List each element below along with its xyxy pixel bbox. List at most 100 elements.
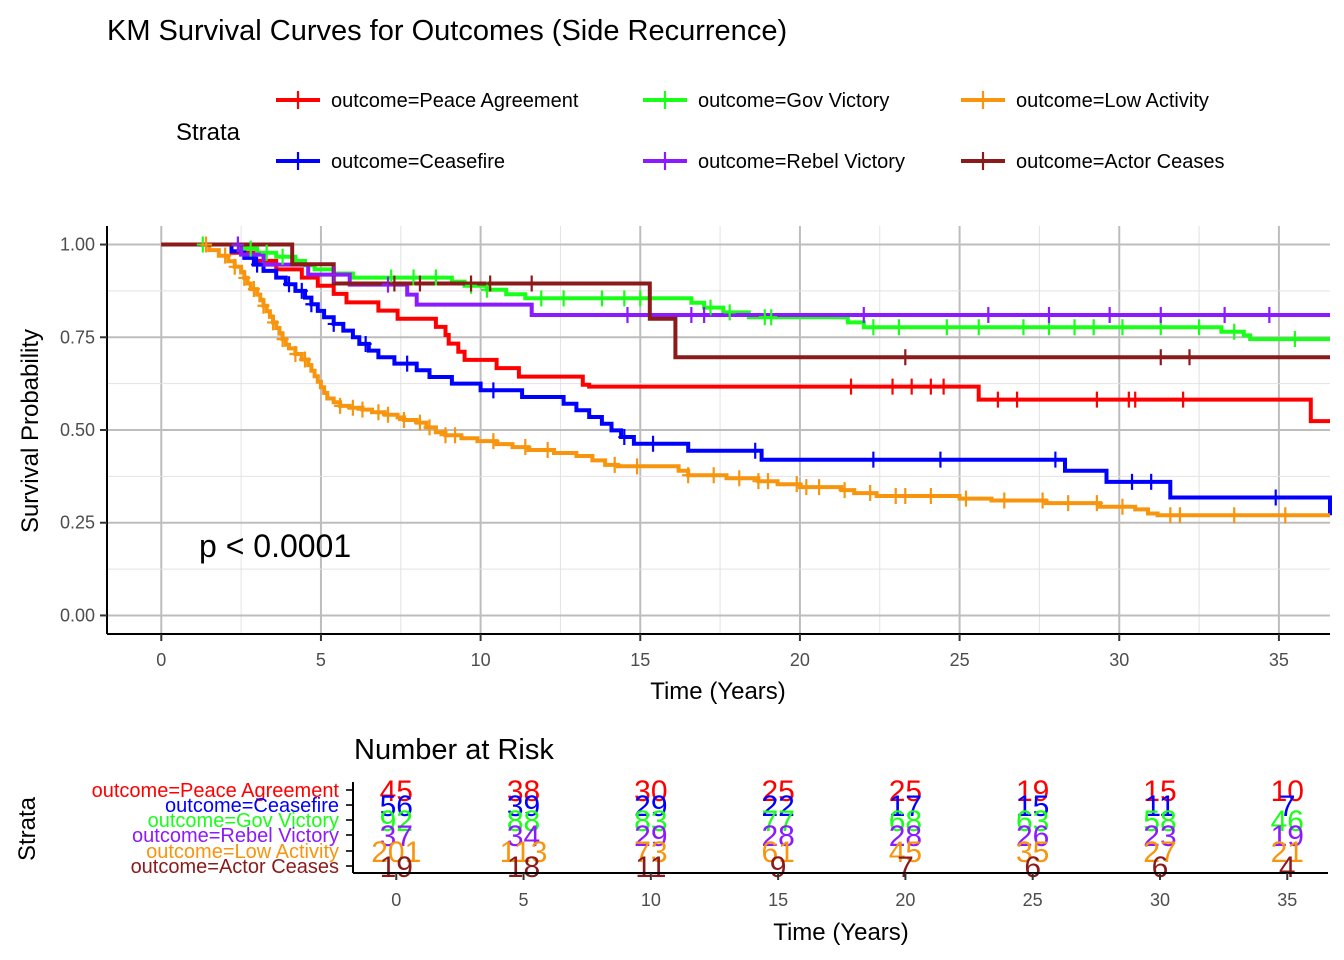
- censor-mark-low-activity: [238, 269, 251, 286]
- legend-title: Strata: [176, 119, 241, 146]
- km-x-tick-label: 30: [1109, 650, 1129, 670]
- censor-mark-gov-victory: [1228, 323, 1241, 340]
- censor-mark-low-activity: [346, 399, 359, 416]
- risk-x-tick-label: 15: [768, 890, 788, 910]
- censor-mark-peace-agreement: [845, 378, 858, 395]
- censor-mark-ceasefire: [1126, 473, 1139, 490]
- risk-cell-peace-agreement: 19: [1016, 775, 1049, 808]
- km-censor-marks: [196, 236, 1301, 524]
- km-x-tick-label: 10: [471, 650, 491, 670]
- risk-cell-actor-ceases: 4: [1279, 851, 1296, 884]
- censor-mark-gov-victory: [1288, 331, 1301, 348]
- km-y-tick-label: 0.00: [60, 605, 95, 625]
- risk-cell-rebel-victory: 29: [634, 820, 667, 853]
- censor-mark-gov-victory: [867, 319, 880, 336]
- censor-mark-gov-victory: [940, 319, 953, 336]
- risk-cell-ceasefire: 17: [889, 790, 922, 823]
- censor-mark-gov-victory: [1193, 319, 1206, 336]
- risk-cell-ceasefire: 7: [1279, 790, 1296, 823]
- risk-row-label-actor-ceases: outcome=Actor Ceases: [131, 856, 339, 878]
- risk-cell-gov-victory: 77: [761, 805, 794, 838]
- legend-items: outcome=Peace Agreement outcome=Gov Victo…: [276, 90, 1224, 173]
- risk-cell-actor-ceases: 6: [1024, 851, 1041, 884]
- risk-cell-rebel-victory: 28: [761, 820, 794, 853]
- risk-cell-low-activity: 113: [500, 836, 548, 869]
- censor-mark-actor-ceases: [465, 275, 478, 292]
- censor-mark-ceasefire: [359, 335, 372, 352]
- censor-mark-low-activity: [959, 490, 972, 507]
- risk-row-label-rebel-victory: outcome=Rebel Victory: [132, 825, 339, 847]
- km-y-axis-label: Survival Probability: [17, 329, 44, 533]
- km-x-tick-label: 20: [790, 650, 810, 670]
- risk-cell-actor-ceases: 7: [897, 851, 914, 884]
- legend-label-ceasefire: outcome=Ceasefire: [331, 151, 505, 173]
- censor-mark-low-activity: [519, 439, 532, 456]
- risk-cell-rebel-victory: 26: [1016, 820, 1049, 853]
- risk-x-axis-label: Time (Years): [773, 919, 909, 946]
- risk-cell-peace-agreement: 25: [761, 775, 794, 808]
- censor-mark-low-activity: [199, 236, 212, 253]
- censor-mark-low-activity: [289, 345, 302, 362]
- censor-mark-low-activity: [449, 427, 462, 444]
- censor-mark-low-activity: [298, 351, 311, 368]
- km-x-tick-label: 5: [316, 650, 326, 670]
- censor-mark-low-activity: [800, 479, 813, 496]
- risk-x-tick-label: 0: [391, 890, 401, 910]
- km-x-tick-label: 25: [950, 650, 970, 670]
- legend-label-low-activity: outcome=Low Activity: [1016, 90, 1209, 112]
- censor-mark-rebel-victory: [698, 307, 711, 324]
- risk-cell-peace-agreement: 45: [380, 775, 413, 808]
- censor-mark-low-activity: [733, 470, 746, 487]
- censor-mark-gov-victory: [244, 240, 257, 257]
- risk-cell-low-activity: 45: [889, 836, 922, 869]
- km-x-tick-label: 35: [1269, 650, 1289, 670]
- censor-mark-low-activity: [257, 297, 270, 314]
- legend-label-rebel-victory: outcome=Rebel Victory: [698, 151, 905, 173]
- p-value-annotation: p < 0.0001: [199, 528, 351, 564]
- censor-mark-gov-victory: [407, 269, 420, 286]
- km-y-tick-label: 0.75: [60, 327, 95, 347]
- censor-mark-gov-victory: [1068, 319, 1081, 336]
- risk-cell-rebel-victory: 23: [1143, 820, 1176, 853]
- censor-mark-low-activity: [423, 419, 436, 436]
- censor-mark-low-activity: [838, 482, 851, 499]
- censor-mark-actor-ceases: [413, 275, 426, 292]
- censor-mark-low-activity: [356, 401, 369, 418]
- km-y-tick-label: 1.00: [60, 235, 95, 255]
- km-y-ticks: 0.00 0.25 0.50 0.75 1.00: [60, 235, 107, 625]
- censor-mark-gov-victory: [704, 299, 717, 316]
- risk-cell-peace-agreement: 10: [1271, 775, 1304, 808]
- risk-x-tick-label: 10: [641, 890, 661, 910]
- risk-cell-low-activity: 27: [1143, 836, 1176, 869]
- risk-table-title: Number at Risk: [354, 734, 554, 766]
- censor-mark-actor-ceases: [899, 349, 912, 366]
- risk-row-label-ceasefire: outcome=Ceasefire: [165, 795, 339, 817]
- legend-label-peace-agreement: outcome=Peace Agreement: [331, 90, 579, 112]
- legend-label-gov-victory: outcome=Gov Victory: [698, 90, 889, 112]
- risk-row-labels: outcome=Peace Agreementoutcome=Ceasefire…: [92, 780, 353, 878]
- km-y-tick-label: 0.50: [60, 420, 95, 440]
- risk-cell-gov-victory: 88: [507, 805, 540, 838]
- legend: Strata outcome=Peace Agreement outcome=Go…: [176, 90, 1224, 173]
- censor-mark-gov-victory: [972, 319, 985, 336]
- censor-mark-rebel-victory: [685, 307, 698, 324]
- risk-cell-rebel-victory: 34: [507, 820, 540, 853]
- censor-mark-ceasefire: [1145, 473, 1158, 490]
- censor-mark-low-activity: [276, 331, 289, 348]
- censor-mark-low-activity: [864, 485, 877, 502]
- risk-x-ticks: 0 5 10 15 20 25 30 35: [391, 873, 1297, 910]
- risk-cell-low-activity: 61: [761, 836, 794, 869]
- km-plot-panel: 0 5 10 15 20 25 30 35 0.00 0.25 0.50 0.75 1.00 Time…: [17, 226, 1332, 705]
- censor-mark-rebel-victory: [327, 266, 340, 283]
- risk-x-tick-label: 30: [1150, 890, 1170, 910]
- risk-table-panel: Number at Risk outcome=Peace Agreementou…: [14, 734, 1328, 946]
- censor-mark-rebel-victory: [231, 236, 244, 253]
- risk-cell-low-activity: 21: [1271, 836, 1304, 869]
- censor-mark-peace-agreement: [924, 378, 937, 395]
- risk-row-label-low-activity: outcome=Low Activity: [146, 841, 339, 863]
- risk-cell-gov-victory: 63: [1016, 805, 1049, 838]
- censor-mark-low-activity: [631, 458, 644, 475]
- censor-mark-low-activity: [382, 406, 395, 423]
